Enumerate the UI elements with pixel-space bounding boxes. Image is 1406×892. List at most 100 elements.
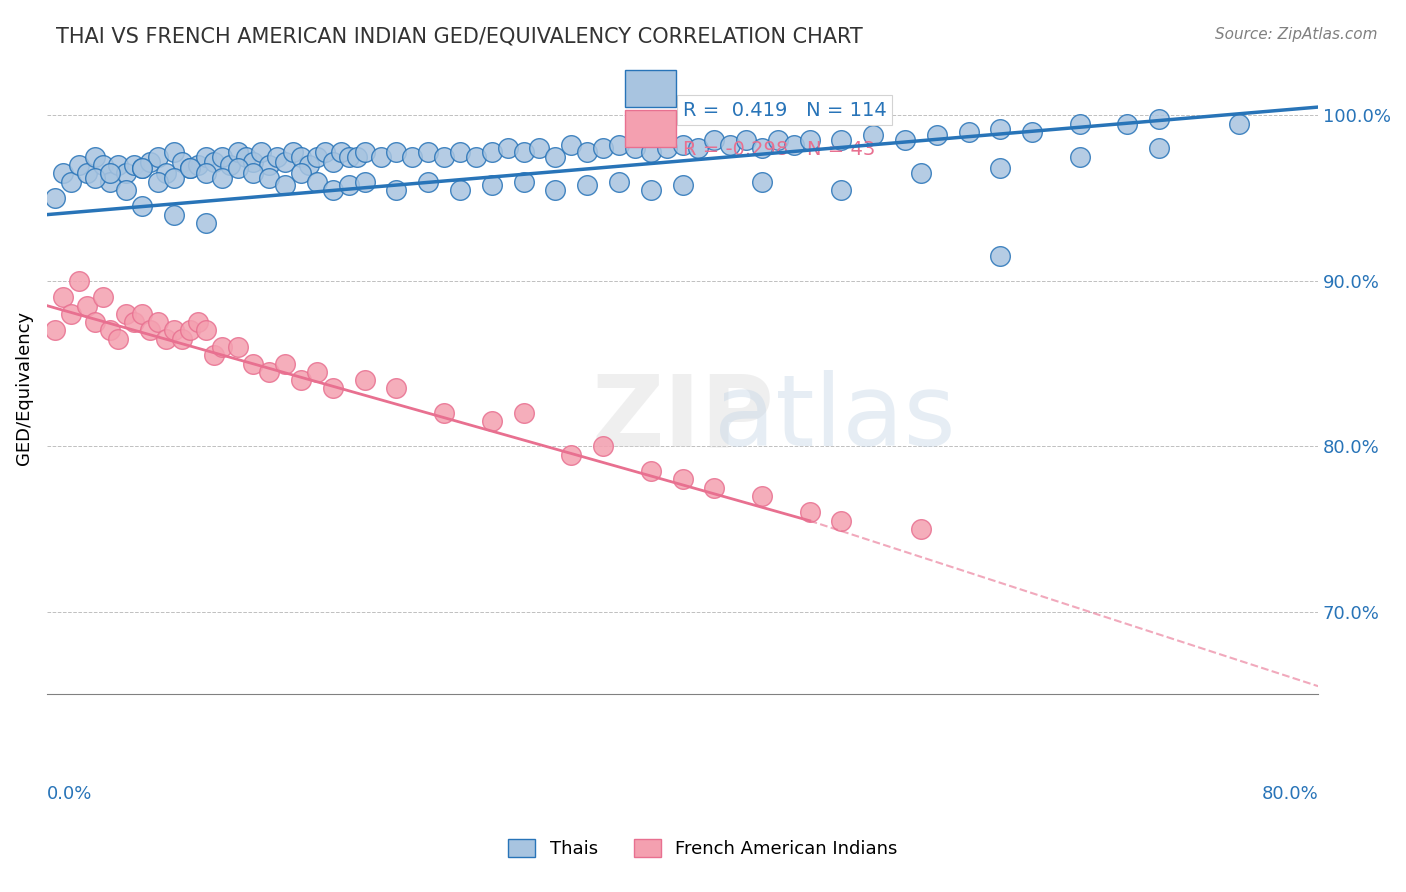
Point bbox=[211, 340, 233, 354]
Point bbox=[624, 141, 647, 155]
Point bbox=[353, 373, 375, 387]
Point bbox=[910, 522, 932, 536]
Point bbox=[194, 216, 217, 230]
Point bbox=[163, 145, 186, 159]
Point bbox=[115, 307, 138, 321]
Point bbox=[751, 141, 773, 155]
Point bbox=[226, 145, 249, 159]
Point bbox=[187, 315, 209, 329]
Point bbox=[640, 464, 662, 478]
Point bbox=[1069, 117, 1091, 131]
Point bbox=[385, 381, 408, 395]
Point bbox=[766, 133, 789, 147]
Point bbox=[751, 489, 773, 503]
Point bbox=[576, 145, 599, 159]
Point bbox=[688, 141, 710, 155]
Point bbox=[266, 150, 288, 164]
Point bbox=[274, 178, 297, 192]
Point bbox=[830, 514, 852, 528]
Point bbox=[481, 178, 503, 192]
Point bbox=[783, 138, 806, 153]
Point bbox=[290, 166, 312, 180]
Point bbox=[139, 323, 162, 337]
Point bbox=[337, 178, 360, 192]
Point bbox=[235, 150, 257, 164]
Point bbox=[433, 406, 456, 420]
Point bbox=[671, 472, 693, 486]
Point bbox=[401, 150, 423, 164]
Point bbox=[830, 183, 852, 197]
Point bbox=[52, 166, 75, 180]
Point bbox=[76, 166, 98, 180]
Point bbox=[179, 323, 201, 337]
Point bbox=[512, 175, 534, 189]
Point bbox=[146, 150, 169, 164]
Point bbox=[131, 161, 153, 176]
Point bbox=[59, 175, 82, 189]
Point bbox=[925, 128, 948, 143]
Point bbox=[353, 175, 375, 189]
Point bbox=[194, 166, 217, 180]
Text: atlas: atlas bbox=[714, 370, 956, 467]
Point bbox=[131, 307, 153, 321]
Text: ZIP: ZIP bbox=[591, 370, 773, 467]
Point bbox=[155, 332, 177, 346]
Point bbox=[799, 133, 821, 147]
Point bbox=[910, 166, 932, 180]
Point bbox=[139, 154, 162, 169]
Point bbox=[100, 175, 122, 189]
Point bbox=[449, 145, 471, 159]
Point bbox=[305, 150, 328, 164]
Point bbox=[862, 128, 884, 143]
Point bbox=[76, 299, 98, 313]
Point bbox=[115, 166, 138, 180]
FancyBboxPatch shape bbox=[626, 110, 676, 146]
Point bbox=[607, 138, 630, 153]
Point bbox=[576, 178, 599, 192]
Point bbox=[290, 150, 312, 164]
Point bbox=[655, 141, 678, 155]
Point bbox=[346, 150, 368, 164]
Point bbox=[671, 138, 693, 153]
Point bbox=[83, 171, 105, 186]
Point bbox=[259, 171, 281, 186]
Point bbox=[107, 158, 129, 172]
Point bbox=[322, 154, 344, 169]
Point bbox=[385, 145, 408, 159]
Point bbox=[322, 183, 344, 197]
Point bbox=[163, 208, 186, 222]
Point bbox=[115, 183, 138, 197]
Point bbox=[481, 414, 503, 428]
Point bbox=[107, 332, 129, 346]
Point bbox=[481, 145, 503, 159]
Point bbox=[131, 161, 153, 176]
Point bbox=[298, 158, 321, 172]
Point bbox=[202, 348, 225, 362]
Point bbox=[250, 145, 273, 159]
Point bbox=[226, 161, 249, 176]
Point bbox=[131, 199, 153, 213]
Point bbox=[592, 141, 614, 155]
Point bbox=[242, 166, 264, 180]
Point bbox=[592, 439, 614, 453]
Point bbox=[1227, 117, 1250, 131]
Point bbox=[735, 133, 758, 147]
Point bbox=[283, 145, 305, 159]
FancyBboxPatch shape bbox=[626, 70, 676, 107]
Point bbox=[988, 121, 1011, 136]
Point bbox=[290, 373, 312, 387]
Point bbox=[59, 307, 82, 321]
Point bbox=[124, 158, 146, 172]
Point bbox=[496, 141, 519, 155]
Point bbox=[100, 323, 122, 337]
Point bbox=[640, 183, 662, 197]
Point bbox=[337, 150, 360, 164]
Point bbox=[607, 175, 630, 189]
Point bbox=[194, 150, 217, 164]
Point bbox=[830, 133, 852, 147]
Point bbox=[449, 183, 471, 197]
Point bbox=[314, 145, 336, 159]
Point bbox=[988, 249, 1011, 263]
Point bbox=[544, 183, 567, 197]
Point bbox=[385, 183, 408, 197]
